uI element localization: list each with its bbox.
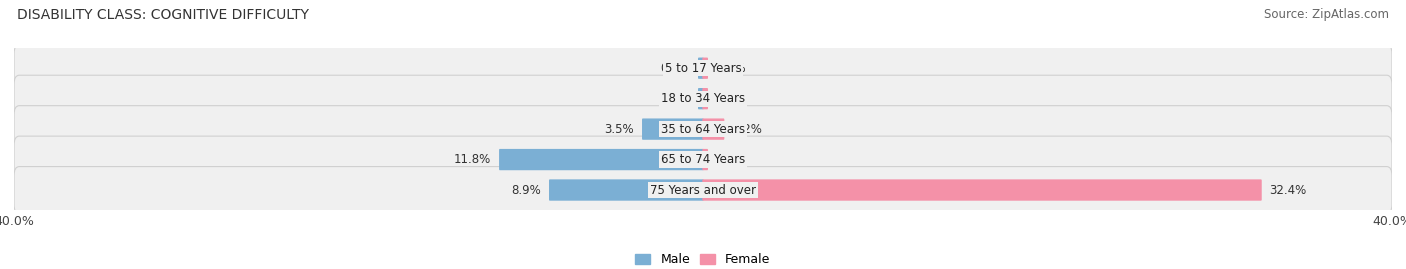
FancyBboxPatch shape	[703, 118, 724, 140]
FancyBboxPatch shape	[697, 58, 703, 79]
FancyBboxPatch shape	[697, 88, 703, 109]
FancyBboxPatch shape	[14, 45, 1392, 92]
Text: 32.4%: 32.4%	[1270, 183, 1308, 197]
FancyBboxPatch shape	[14, 75, 1392, 122]
FancyBboxPatch shape	[643, 118, 703, 140]
Text: 8.9%: 8.9%	[512, 183, 541, 197]
Text: 0.0%: 0.0%	[716, 153, 745, 166]
Text: 75 Years and over: 75 Years and over	[650, 183, 756, 197]
Text: DISABILITY CLASS: COGNITIVE DIFFICULTY: DISABILITY CLASS: COGNITIVE DIFFICULTY	[17, 8, 309, 22]
FancyBboxPatch shape	[703, 88, 709, 109]
Text: 35 to 64 Years: 35 to 64 Years	[661, 123, 745, 136]
FancyBboxPatch shape	[703, 58, 709, 79]
FancyBboxPatch shape	[499, 149, 703, 170]
FancyBboxPatch shape	[14, 167, 1392, 214]
Text: 0.0%: 0.0%	[716, 62, 745, 75]
Text: 0.0%: 0.0%	[716, 92, 745, 105]
Text: 65 to 74 Years: 65 to 74 Years	[661, 153, 745, 166]
Text: 5 to 17 Years: 5 to 17 Years	[665, 62, 741, 75]
Text: 11.8%: 11.8%	[454, 153, 491, 166]
Text: 18 to 34 Years: 18 to 34 Years	[661, 92, 745, 105]
Text: 3.5%: 3.5%	[605, 123, 634, 136]
FancyBboxPatch shape	[14, 106, 1392, 153]
FancyBboxPatch shape	[14, 136, 1392, 183]
Text: 0.0%: 0.0%	[661, 92, 690, 105]
Text: Source: ZipAtlas.com: Source: ZipAtlas.com	[1264, 8, 1389, 21]
FancyBboxPatch shape	[548, 179, 703, 201]
Legend: Male, Female: Male, Female	[630, 248, 776, 269]
Text: 1.2%: 1.2%	[733, 123, 762, 136]
FancyBboxPatch shape	[703, 179, 1261, 201]
Text: 0.0%: 0.0%	[661, 62, 690, 75]
FancyBboxPatch shape	[703, 149, 709, 170]
